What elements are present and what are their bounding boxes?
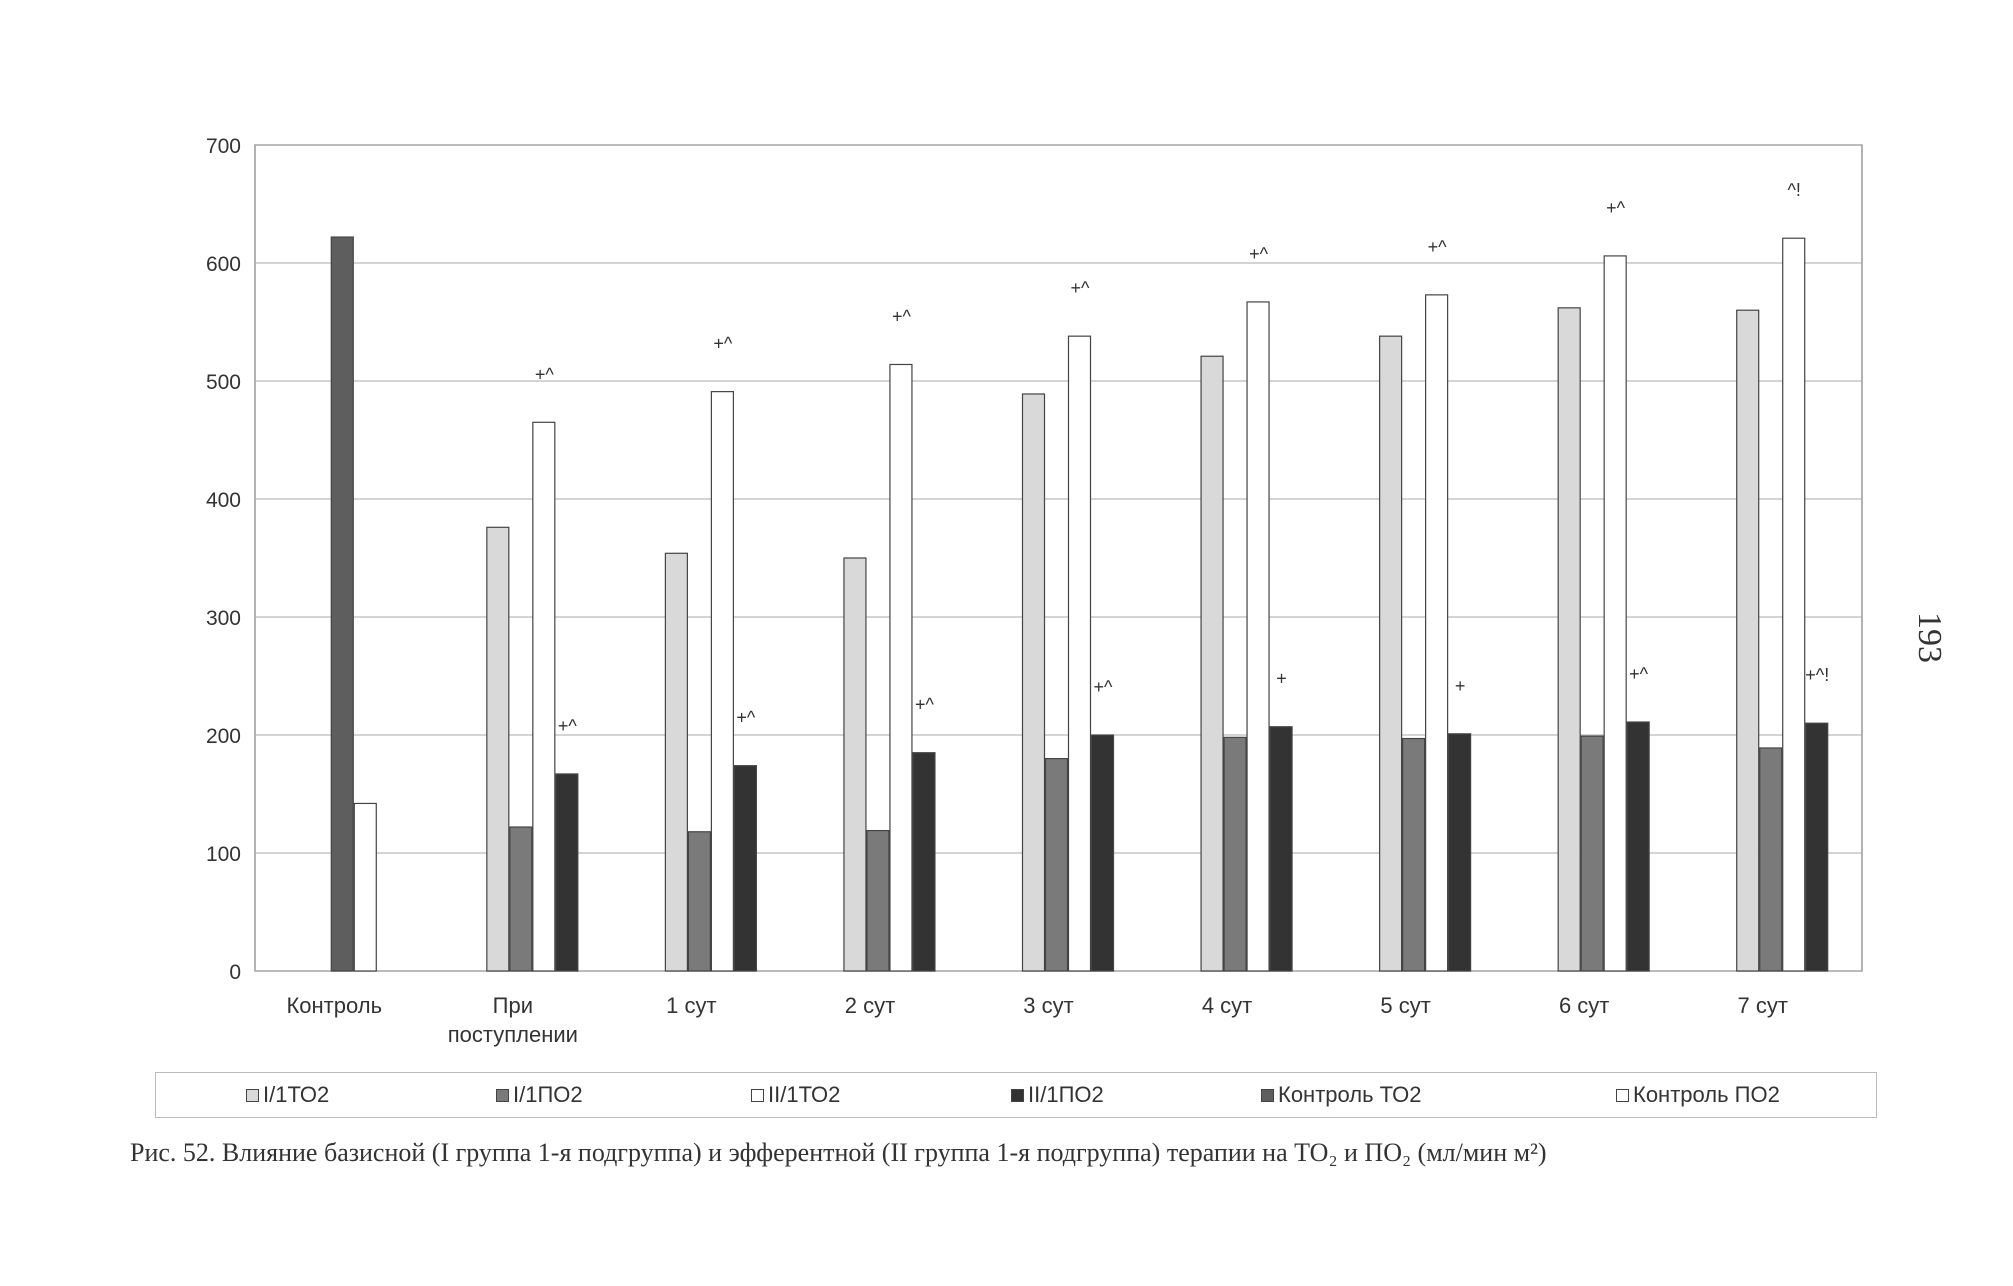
bar [1736,309,1760,972]
bar [1067,335,1092,972]
y-tick-label: 500 [206,371,241,394]
legend-item: I/1ТО2 [246,1082,329,1108]
y-tick-label: 100 [206,843,241,866]
x-tick-label: 1 сут [666,993,716,1018]
bar-annotation: +^ [736,708,756,728]
x-tick-label: 5 сут [1380,993,1430,1018]
bar [532,421,556,972]
legend-label: Контроль ТО2 [1278,1082,1422,1107]
bar [1246,301,1270,972]
bar [889,363,913,972]
bar [330,236,354,972]
bar [1223,736,1247,972]
legend-label: I/1ПО2 [513,1082,583,1107]
bar-annotation: ^! [1787,180,1800,200]
bar [1379,335,1403,972]
legend-label: II/1ПО2 [1028,1082,1104,1107]
legend-item: I/1ПО2 [496,1082,583,1108]
bar [866,829,890,972]
bar [843,557,867,972]
bar-annotation: +^ [1071,278,1091,298]
y-tick-label: 700 [206,135,241,158]
bar [733,765,757,972]
figure-caption: Рис. 52. Влияние базисной (I группа 1-я … [130,1138,1547,1167]
x-tick-label: 7 сут [1738,993,1788,1018]
bar [1044,757,1069,972]
bar [353,802,377,972]
x-tick-label: При [493,993,533,1018]
bar [1090,734,1115,972]
bar [1626,721,1650,972]
bar [664,552,688,972]
bar [1557,307,1581,972]
bar [1805,722,1829,972]
x-tick-label: поступлении [448,1022,578,1047]
bar-annotation: +^ [1094,677,1114,697]
x-tick-label: 2 сут [845,993,895,1018]
bar [1021,393,1046,972]
legend-swatch [1261,1088,1274,1102]
bar-annotation: +^ [713,334,733,354]
y-tick-label: 600 [206,253,241,276]
x-tick-label: 6 сут [1559,993,1609,1018]
bar-annotation: +^ [1629,664,1649,684]
bar-annotation: +^ [535,364,555,384]
bar-annotation: +^ [892,306,912,326]
bar [1603,255,1627,972]
x-tick-label: Контроль [286,993,382,1018]
x-tick-label: 4 сут [1202,993,1252,1018]
legend-swatch [496,1088,509,1102]
bar [1269,726,1293,972]
bar-annotation: + [1455,676,1466,696]
chart-legend: I/1ТО2 I/1ПО2 II/1ТО2 II/1ПО2 Контроль ТО2 Ко… [155,1072,1877,1118]
bar [1782,237,1806,972]
bar [1200,355,1224,972]
bar [1759,747,1783,972]
bar [687,831,711,972]
bar-annotation: +^! [1805,665,1829,685]
legend-item: Контроль ПО2 [1616,1082,1780,1108]
bar-annotation: +^ [1249,244,1269,264]
legend-label: II/1ТО2 [768,1082,841,1107]
bar [486,526,510,972]
bar-annotation: + [1276,669,1287,689]
bar [710,391,734,972]
bar [1448,733,1472,972]
page-number: 193 [1911,612,1948,663]
bar-annotation: +^ [558,716,578,736]
bar [912,752,936,972]
legend-item: II/1ПО2 [1011,1082,1104,1108]
y-tick-label: 400 [206,489,241,512]
legend-label: Контроль ПО2 [1633,1082,1780,1107]
bar-annotation: +^ [915,695,935,715]
bar [1425,294,1449,972]
legend-item: Контроль ТО2 [1261,1082,1421,1108]
legend-item: II/1ТО2 [751,1082,840,1108]
bar [509,826,533,972]
legend-label: I/1ТО2 [263,1082,330,1107]
bar [555,773,579,972]
y-tick-label: 200 [206,725,241,748]
y-tick-label: 0 [229,961,241,984]
y-tick-label: 300 [206,607,241,630]
bar-annotation: +^ [1606,198,1626,218]
bar [1402,737,1426,972]
bar [1580,735,1604,972]
bar-annotation: +^ [1428,237,1448,257]
legend-swatch [751,1088,764,1102]
legend-swatch [1011,1088,1024,1102]
legend-swatch [1616,1088,1629,1102]
legend-swatch [246,1088,259,1102]
x-tick-label: 3 сут [1023,993,1073,1018]
